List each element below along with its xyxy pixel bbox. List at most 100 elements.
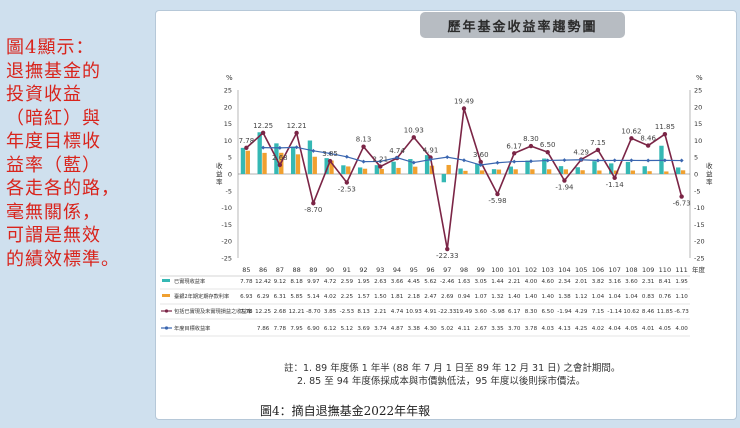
table-cell: 4.02: [592, 326, 604, 332]
y-tick-label-right: -20: [694, 238, 705, 246]
table-cell: 4.01: [642, 326, 655, 332]
table-cell: 8.18: [290, 279, 303, 285]
point-target-return: [361, 159, 366, 164]
y-tick-label-right: 5: [694, 154, 698, 162]
y-tick-label-right: 10: [694, 137, 702, 145]
table-cell: 6.50: [541, 309, 554, 315]
data-label: 10.62: [621, 127, 641, 135]
y-tick-label-left: -20: [221, 238, 232, 246]
table-cell: 1.50: [374, 294, 387, 300]
bar-deposit-rate: [429, 165, 435, 174]
line-target-return: [263, 146, 682, 166]
table-cell: 0.76: [659, 294, 672, 300]
point-target-return: [612, 158, 617, 163]
bar-realized: [542, 158, 547, 174]
table-cell: 1.63: [458, 279, 471, 285]
side-text-line: 投資收益: [6, 84, 82, 105]
data-label: 8.13: [356, 136, 372, 144]
side-text-line: 的績效標準。: [6, 248, 120, 270]
table-cell: 4.29: [575, 309, 588, 315]
bar-deposit-rate: [463, 170, 468, 174]
table-cell: 3.35: [491, 326, 504, 332]
point-total-return: [344, 180, 350, 185]
y-tick-label-left: 5: [228, 154, 232, 162]
y-tick-label-left: 0: [228, 171, 232, 179]
data-label: 6.50: [540, 141, 556, 149]
table-cell: 4.91: [424, 309, 437, 315]
data-label: -8.70: [304, 206, 322, 214]
x-tick-label: 106: [592, 266, 604, 274]
x-tick-label: 109: [642, 266, 654, 274]
point-total-return: [495, 191, 500, 197]
point-target-return: [378, 159, 383, 164]
table-cell: 1.40: [541, 294, 554, 300]
point-target-return: [411, 160, 416, 165]
table-cell: 0.94: [458, 294, 471, 300]
point-target-return: [545, 158, 550, 163]
table-cell: 1.44: [491, 279, 504, 285]
bar-realized: [391, 161, 396, 174]
y-tick-label-right: -25: [694, 255, 705, 263]
bar-deposit-rate: [396, 167, 401, 174]
x-tick-label: 95: [410, 266, 418, 274]
table-cell: 7.15: [592, 309, 605, 315]
table-cell: 2.34: [558, 279, 571, 285]
point-total-return: [478, 159, 483, 165]
y-tick-label-left: 25: [224, 87, 232, 95]
table-cell: 2.31: [642, 279, 655, 285]
table-cell: 3.60: [625, 279, 638, 285]
data-label: 19.49: [454, 98, 474, 106]
table-cell: 12.25: [255, 309, 271, 315]
x-tick-label: 101: [508, 266, 520, 274]
legend-label: 臺銀2年期定期存款利率: [174, 292, 229, 300]
y-tick-label-left: -25: [221, 255, 232, 263]
x-tick-label: 108: [625, 266, 637, 274]
point-total-return: [311, 201, 316, 206]
y-unit-right: %: [696, 74, 703, 82]
table-cell: 2.18: [408, 294, 421, 300]
data-label: 7.78: [239, 137, 255, 145]
bar-realized: [424, 155, 430, 174]
table-cell: 1.95: [357, 279, 370, 285]
y-tick-label-left: -10: [221, 204, 232, 212]
table-cell: 3.70: [508, 326, 521, 332]
table-cell: 3.78: [525, 326, 538, 332]
bar-realized: [257, 132, 262, 174]
bar-deposit-rate: [346, 166, 351, 174]
bar-realized: [357, 167, 363, 174]
table-cell: 8.46: [642, 309, 655, 315]
bar-deposit-rate: [312, 156, 317, 174]
bar-deposit-rate: [664, 171, 669, 174]
table-cell: 2.47: [424, 294, 437, 300]
table-cell: 4.74: [391, 309, 404, 315]
y-tick-label-right: 20: [694, 103, 702, 111]
bar-deposit-rate: [379, 168, 384, 174]
x-tick-label: 87: [276, 266, 284, 274]
table-cell: 5.02: [441, 326, 453, 332]
table-cell: 3.69: [357, 326, 370, 332]
data-label: 10.93: [404, 126, 424, 134]
chart-title: 歷年基金收益率趨勢圖: [420, 12, 625, 38]
x-tick-label: 97: [443, 266, 451, 274]
side-commentary: 圖4顯示： 退撫基金的 投資收益 （暗紅）與 年度目標收 益率（藍） 各走各的路， 毫無關係，…: [6, 36, 156, 271]
point-target-return: [679, 158, 684, 163]
side-text-line: （暗紅）與: [6, 107, 101, 129]
bar-deposit-rate: [597, 170, 602, 174]
bar-deposit-rate: [295, 154, 301, 174]
y-unit-left: %: [226, 74, 233, 82]
x-tick-label: 103: [541, 266, 553, 274]
table-cell: 7.95: [290, 326, 303, 332]
point-target-return: [528, 159, 533, 164]
table-cell: 7.78: [240, 309, 253, 315]
point-total-return: [378, 164, 383, 169]
bar-realized: [558, 166, 564, 174]
point-target-return: [445, 155, 450, 160]
point-total-return: [612, 175, 617, 181]
point-target-return: [395, 155, 400, 160]
point-total-return: [512, 151, 517, 156]
table-cell: 2.67: [475, 326, 488, 332]
point-total-return: [645, 143, 651, 148]
table-cell: 3.82: [592, 279, 604, 285]
footnote-1: 註：1. 89 年度係 1 年半 (88 年 7 月 1 日至 89 年 12 …: [284, 363, 621, 374]
table-cell: 2.21: [508, 279, 521, 285]
